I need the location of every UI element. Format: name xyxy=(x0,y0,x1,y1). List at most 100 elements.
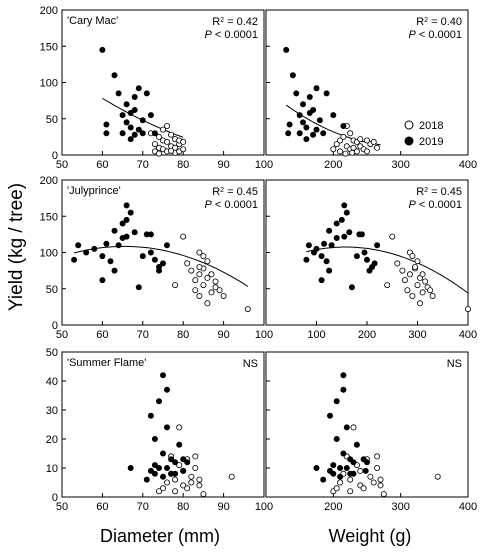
point-2018 xyxy=(330,146,337,153)
stat-ns: NS xyxy=(243,358,258,370)
point-2019 xyxy=(147,231,154,238)
point-2018 xyxy=(399,267,406,274)
point-2019 xyxy=(135,126,142,133)
legend-marker-2019 xyxy=(404,136,414,146)
point-2019 xyxy=(119,220,126,227)
point-2018 xyxy=(394,260,401,267)
point-2019 xyxy=(155,398,162,405)
point-2018 xyxy=(357,136,364,143)
point-2018 xyxy=(204,258,211,265)
point-2019 xyxy=(337,473,344,480)
panel-title: 'Cary Mac' xyxy=(67,15,118,27)
panel-frame xyxy=(265,351,469,498)
x-axis-label-weight: Weight (g) xyxy=(329,526,412,546)
panel-1: 200 300 400 R2 = 0.40P < 0.0001 xyxy=(265,9,477,171)
point-2019 xyxy=(285,130,292,137)
point-2019 xyxy=(115,90,122,97)
point-2018 xyxy=(172,488,179,495)
point-2018 xyxy=(404,287,411,294)
point-2018 xyxy=(340,133,347,140)
legend: 2018 2019 xyxy=(404,120,443,148)
stat-r2: R2 = 0.40 xyxy=(416,16,462,28)
x-tick-label: 100 xyxy=(255,501,273,513)
point-2018 xyxy=(427,287,434,294)
point-2019 xyxy=(353,441,360,448)
point-2018 xyxy=(196,249,203,256)
point-2019 xyxy=(184,459,191,466)
point-2018 xyxy=(159,126,166,133)
point-2018 xyxy=(200,282,207,289)
point-2019 xyxy=(310,131,317,138)
point-2019 xyxy=(343,464,350,471)
x-tick-label: 400 xyxy=(459,329,477,341)
point-2019 xyxy=(320,476,327,483)
point-2018 xyxy=(401,277,408,284)
point-2019 xyxy=(340,386,347,393)
point-2018 xyxy=(188,479,195,486)
point-2019 xyxy=(363,256,370,263)
point-2019 xyxy=(119,130,126,137)
point-2018 xyxy=(184,260,191,267)
point-2019 xyxy=(103,240,110,247)
point-2018 xyxy=(333,485,340,492)
point-2019 xyxy=(350,459,357,466)
x-tick-label: 50 xyxy=(56,159,68,171)
point-2019 xyxy=(163,386,170,393)
panel-title: 'Julyprince' xyxy=(67,185,121,197)
point-2019 xyxy=(99,277,106,284)
y-tick-label: 100 xyxy=(40,78,58,90)
point-2019 xyxy=(299,101,306,108)
point-2018 xyxy=(374,144,381,151)
point-2019 xyxy=(115,242,122,249)
stat-r2: R2 = 0.45 xyxy=(212,186,258,198)
point-2019 xyxy=(361,249,368,256)
point-2018 xyxy=(176,462,183,469)
point-2018 xyxy=(168,147,175,154)
point-2018 xyxy=(196,292,203,299)
x-tick-label: 70 xyxy=(137,501,149,513)
point-2019 xyxy=(346,229,353,236)
point-2018 xyxy=(374,464,381,471)
point-2019 xyxy=(289,72,296,79)
point-2019 xyxy=(172,459,179,466)
point-2019 xyxy=(326,412,333,419)
x-tick-label: 90 xyxy=(217,159,229,171)
point-2018 xyxy=(389,233,396,240)
point-2019 xyxy=(316,117,323,124)
x-axis-label-diameter: Diameter (mm) xyxy=(100,526,220,546)
y-tick-label: 50 xyxy=(46,114,58,126)
point-2018 xyxy=(419,271,426,278)
point-2019 xyxy=(168,456,175,463)
point-2018 xyxy=(409,292,416,299)
y-tick-label: 10 xyxy=(46,463,58,475)
x-tick-label: 60 xyxy=(96,501,108,513)
point-2018 xyxy=(192,453,199,460)
panel-frame xyxy=(61,351,265,498)
point-2019 xyxy=(139,130,146,137)
point-2019 xyxy=(159,260,166,267)
point-2018 xyxy=(333,141,340,148)
x-tick-label: 90 xyxy=(217,501,229,513)
point-2019 xyxy=(303,124,310,131)
point-2018 xyxy=(192,464,199,471)
point-2018 xyxy=(180,138,187,145)
point-2018 xyxy=(409,253,416,260)
x-tick-label: 60 xyxy=(96,329,108,341)
point-2019 xyxy=(71,256,78,263)
point-2019 xyxy=(310,107,317,114)
y-tick-label: 100 xyxy=(40,248,58,260)
point-2018 xyxy=(204,300,211,307)
x-tick-label: 50 xyxy=(56,501,68,513)
point-2018 xyxy=(370,138,377,145)
point-2019 xyxy=(75,242,82,249)
point-2019 xyxy=(343,424,350,431)
point-2018 xyxy=(168,131,175,138)
x-tick-label: 200 xyxy=(358,329,376,341)
x-tick-label: 200 xyxy=(324,159,342,171)
point-2018 xyxy=(208,289,215,296)
point-2018 xyxy=(196,263,203,270)
point-2019 xyxy=(159,473,166,480)
x-tick-label: 70 xyxy=(137,159,149,171)
